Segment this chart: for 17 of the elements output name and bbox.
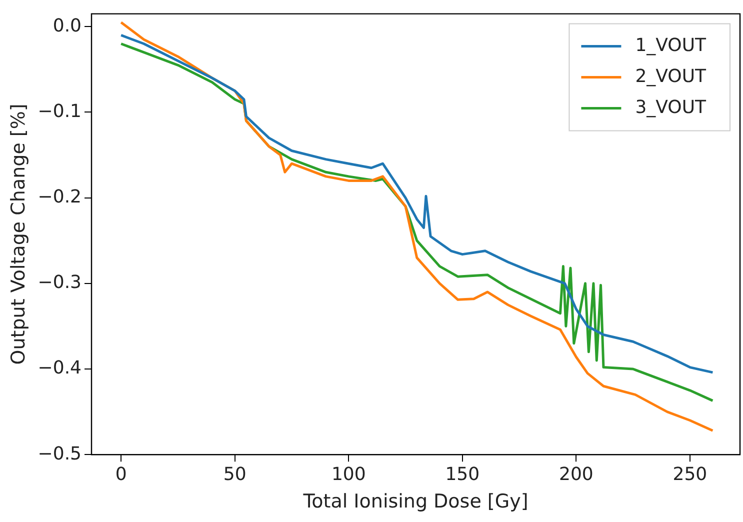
y-tick-label: −0.4 <box>38 358 82 379</box>
y-axis-title: Output Voltage Change [%] <box>7 104 30 365</box>
legend-label: 2_VOUT <box>635 66 708 87</box>
y-tick-label: 0.0 <box>52 15 82 36</box>
y-tick-label: −0.3 <box>38 272 82 294</box>
x-tick-label: 100 <box>331 464 366 486</box>
x-tick-label: 250 <box>672 464 708 486</box>
x-axis-title: Total Ionising Dose [Gy] <box>302 490 528 513</box>
y-tick-label: −0.1 <box>38 100 82 122</box>
y-tick-label: −0.5 <box>38 443 82 464</box>
x-tick-label: 200 <box>558 464 594 486</box>
y-tick-label: −0.2 <box>38 186 82 208</box>
x-tick-label: 150 <box>445 464 480 486</box>
legend-label: 1_VOUT <box>635 34 708 56</box>
x-tick-label: 0 <box>115 464 127 486</box>
x-tick-label: 50 <box>223 464 246 486</box>
legend-label: 3_VOUT <box>635 96 708 118</box>
